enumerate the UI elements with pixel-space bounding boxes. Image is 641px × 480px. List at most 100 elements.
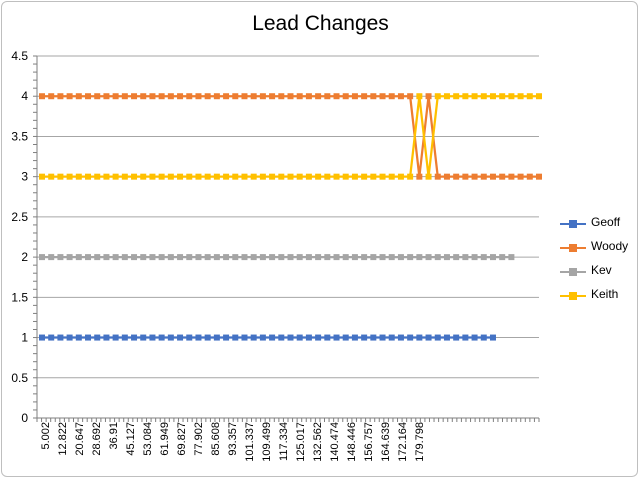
x-tick-label: 53.084	[142, 422, 154, 456]
data-point-geoff	[407, 334, 414, 341]
x-tick-label: 69.827	[176, 422, 188, 456]
legend: Geoff Woody Kev Keith	[556, 214, 636, 310]
data-point-geoff	[94, 334, 101, 341]
legend-item-woody: Woody	[556, 238, 636, 262]
data-point-kev	[177, 254, 184, 261]
data-point-geoff	[213, 334, 220, 341]
data-point-woody	[103, 93, 110, 100]
data-point-kev	[66, 254, 73, 261]
data-point-geoff	[305, 334, 312, 341]
data-point-woody	[232, 93, 239, 100]
data-point-woody	[278, 93, 285, 100]
legend-label: Kev	[591, 263, 612, 277]
data-point-woody	[85, 93, 92, 100]
data-point-kev	[213, 254, 220, 261]
data-point-geoff	[223, 334, 230, 341]
data-point-kev	[241, 254, 248, 261]
data-point-keith	[57, 173, 64, 180]
x-tick-label: 179.798	[414, 422, 426, 462]
data-point-keith	[195, 173, 202, 180]
data-point-keith	[131, 173, 138, 180]
data-point-keith	[121, 173, 128, 180]
data-point-kev	[121, 254, 128, 261]
data-point-geoff	[259, 334, 266, 341]
y-tick-label: 2.5	[11, 210, 28, 224]
data-point-woody	[499, 173, 506, 180]
x-tick-label: 93.357	[227, 422, 239, 456]
data-point-kev	[75, 254, 82, 261]
y-tick-label: 0.5	[11, 371, 28, 385]
data-point-kev	[232, 254, 239, 261]
data-point-keith	[443, 93, 450, 100]
x-tick-label: 61.949	[159, 422, 171, 456]
data-point-keith	[48, 173, 55, 180]
data-point-geoff	[158, 334, 165, 341]
data-point-woody	[370, 93, 377, 100]
data-point-geoff	[149, 334, 156, 341]
data-point-woody	[526, 173, 533, 180]
data-point-kev	[499, 254, 506, 261]
data-point-geoff	[131, 334, 138, 341]
data-point-keith	[232, 173, 239, 180]
data-point-geoff	[250, 334, 257, 341]
data-point-geoff	[66, 334, 73, 341]
data-point-woody	[397, 93, 404, 100]
x-tick-label: 156.757	[363, 422, 375, 462]
data-point-keith	[536, 93, 542, 100]
data-point-keith	[453, 93, 460, 100]
data-point-geoff	[296, 334, 303, 341]
data-point-woody	[407, 93, 414, 100]
x-tick-label: 85.608	[210, 422, 222, 456]
data-point-keith	[278, 173, 285, 180]
legend-item-geoff: Geoff	[556, 214, 636, 238]
data-point-kev	[48, 254, 55, 261]
legend-label: Woody	[591, 239, 629, 253]
data-point-woody	[195, 93, 202, 100]
data-point-geoff	[361, 334, 368, 341]
x-tick-label: 45.127	[125, 422, 137, 456]
data-point-kev	[94, 254, 101, 261]
data-point-woody	[471, 173, 478, 180]
data-point-woody	[223, 93, 230, 100]
data-point-kev	[489, 254, 496, 261]
data-point-kev	[158, 254, 165, 261]
x-tick-label: 101.337	[244, 422, 256, 462]
data-point-kev	[333, 254, 340, 261]
data-point-woody	[75, 93, 82, 100]
data-point-keith	[140, 173, 147, 180]
data-point-geoff	[112, 334, 119, 341]
data-point-woody	[425, 93, 432, 100]
data-point-woody	[333, 93, 340, 100]
data-point-kev	[453, 254, 460, 261]
data-point-kev	[379, 254, 386, 261]
data-point-woody	[48, 93, 55, 100]
data-point-kev	[351, 254, 358, 261]
data-point-kev	[315, 254, 322, 261]
data-point-kev	[57, 254, 64, 261]
data-point-keith	[407, 173, 414, 180]
data-point-geoff	[278, 334, 285, 341]
data-point-keith	[499, 93, 506, 100]
data-point-kev	[259, 254, 266, 261]
data-point-woody	[517, 173, 524, 180]
data-point-kev	[149, 254, 156, 261]
legend-item-kev: Kev	[556, 262, 636, 286]
data-point-keith	[324, 173, 331, 180]
data-point-kev	[425, 254, 432, 261]
data-point-geoff	[342, 334, 349, 341]
data-point-geoff	[324, 334, 331, 341]
y-tick-label: 1.5	[11, 290, 28, 304]
data-point-geoff	[48, 334, 55, 341]
x-tick-label: 12.822	[57, 422, 69, 456]
data-point-keith	[342, 173, 349, 180]
data-point-woody	[434, 173, 441, 180]
data-point-keith	[94, 173, 101, 180]
data-point-geoff	[462, 334, 469, 341]
data-point-keith	[471, 93, 478, 100]
legend-swatch	[560, 219, 586, 229]
data-point-geoff	[397, 334, 404, 341]
data-point-kev	[508, 254, 515, 261]
data-point-keith	[370, 173, 377, 180]
